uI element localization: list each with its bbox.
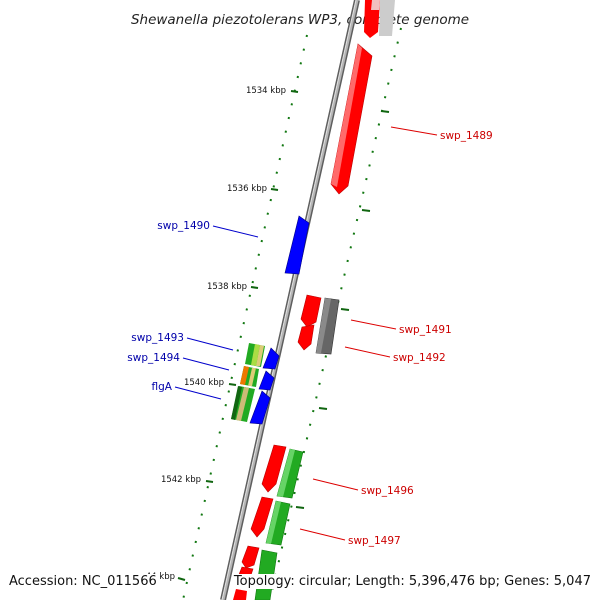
tick-label: 1538 kbp bbox=[207, 282, 247, 292]
gene-label-swp-1497[interactable]: swp_1497 bbox=[348, 535, 401, 547]
gene-arrow-swp-1491 bbox=[300, 294, 322, 328]
forward-genes bbox=[233, 0, 395, 600]
tick-label: 1536 kbp bbox=[227, 184, 267, 194]
leader-flga bbox=[174, 386, 222, 400]
leader-swp-1492 bbox=[344, 346, 391, 358]
genome-backbone bbox=[220, 0, 360, 600]
gene-arrow-top-grey bbox=[379, 0, 395, 36]
map-title: Shewanella piezotolerans WP3, complete g… bbox=[131, 12, 469, 28]
gene-label-swp-1493[interactable]: swp_1493 bbox=[131, 332, 184, 344]
gene-label-swp-1496[interactable]: swp_1496 bbox=[361, 485, 414, 497]
gene-arrow-red-1 bbox=[261, 444, 287, 493]
gene-arrow-swp-1490 bbox=[284, 215, 310, 275]
tick-mark bbox=[361, 209, 371, 212]
gene-band-flga-b bbox=[231, 386, 242, 420]
gene-label-swp-1494[interactable]: swp_1494 bbox=[127, 352, 180, 364]
tick-marks bbox=[177, 90, 390, 581]
gene-band-yellow bbox=[248, 368, 256, 386]
gene-arrow-blue-3 bbox=[249, 390, 271, 425]
tick-label: 1534 kbp bbox=[246, 86, 286, 96]
gene-arrow-top-grey-light bbox=[371, 0, 380, 10]
gene-label-swp-1490[interactable]: swp_1490 bbox=[157, 220, 210, 232]
gene-label-swp-1492[interactable]: swp_1492 bbox=[393, 352, 446, 364]
gene-arrow-blue-2 bbox=[258, 370, 275, 391]
tick-label: 44 kbp bbox=[146, 572, 175, 582]
gene-band-flga bbox=[236, 387, 249, 421]
gene-labels: swp_1489 swp_1491 swp_1492 swp_1496 swp_… bbox=[127, 130, 492, 547]
leader-swp-1489 bbox=[390, 126, 438, 136]
genome-stats-text: Topology: circular; Length: 5,396,476 bp… bbox=[231, 574, 593, 589]
tick-mark bbox=[318, 407, 328, 410]
gene-arrow-red-3 bbox=[241, 545, 260, 569]
gene-arrow-blue-1 bbox=[262, 347, 280, 370]
tick-labels: 1534 kbp 1536 kbp 1538 kbp 1540 kbp 1542… bbox=[146, 86, 286, 582]
gene-band-swp-1493b bbox=[256, 345, 264, 366]
gene-arrow-red-5 bbox=[233, 589, 247, 600]
leader-swp-1493 bbox=[186, 337, 234, 351]
gene-band-swp-1493 bbox=[251, 344, 260, 366]
gene-label-swp-1489[interactable]: swp_1489 bbox=[440, 130, 493, 142]
leader-swp-1497 bbox=[299, 528, 346, 541]
tick-mark bbox=[250, 286, 259, 289]
accession-text: Accession: NC_011566 bbox=[7, 574, 159, 589]
tick-mark bbox=[380, 110, 390, 113]
tick-mark bbox=[205, 480, 214, 483]
leader-swp-1490 bbox=[212, 225, 259, 238]
gene-arrow-swp-1491b bbox=[297, 324, 315, 351]
tick-mark bbox=[340, 308, 350, 311]
gene-leaders bbox=[174, 126, 438, 541]
gene-label-flga[interactable]: flgA bbox=[152, 381, 173, 393]
leader-swp-1494 bbox=[182, 357, 230, 371]
tick-label: 1542 kbp bbox=[161, 475, 201, 485]
reverse-genes bbox=[231, 215, 310, 425]
tick-mark bbox=[177, 577, 186, 581]
track-rings bbox=[182, 27, 402, 600]
gene-arrow-red-2 bbox=[250, 496, 274, 538]
tick-mark bbox=[228, 383, 237, 386]
gene-band-orange bbox=[240, 366, 249, 385]
leader-swp-1496 bbox=[312, 478, 359, 491]
gene-arrow-swp-1496-shade bbox=[277, 449, 295, 497]
tick-label: 1540 kbp bbox=[184, 378, 224, 388]
leader-swp-1491 bbox=[350, 319, 397, 330]
gene-arrow-swp-1497-shade bbox=[266, 501, 281, 544]
gene-label-swp-1491[interactable]: swp_1491 bbox=[399, 324, 452, 336]
tick-mark bbox=[290, 90, 299, 93]
tick-mark bbox=[270, 188, 279, 191]
tick-mark bbox=[295, 506, 305, 509]
gene-arrow-swp-1492-shade bbox=[316, 298, 331, 353]
gene-arrow-swp-1489-highlight bbox=[331, 44, 362, 187]
